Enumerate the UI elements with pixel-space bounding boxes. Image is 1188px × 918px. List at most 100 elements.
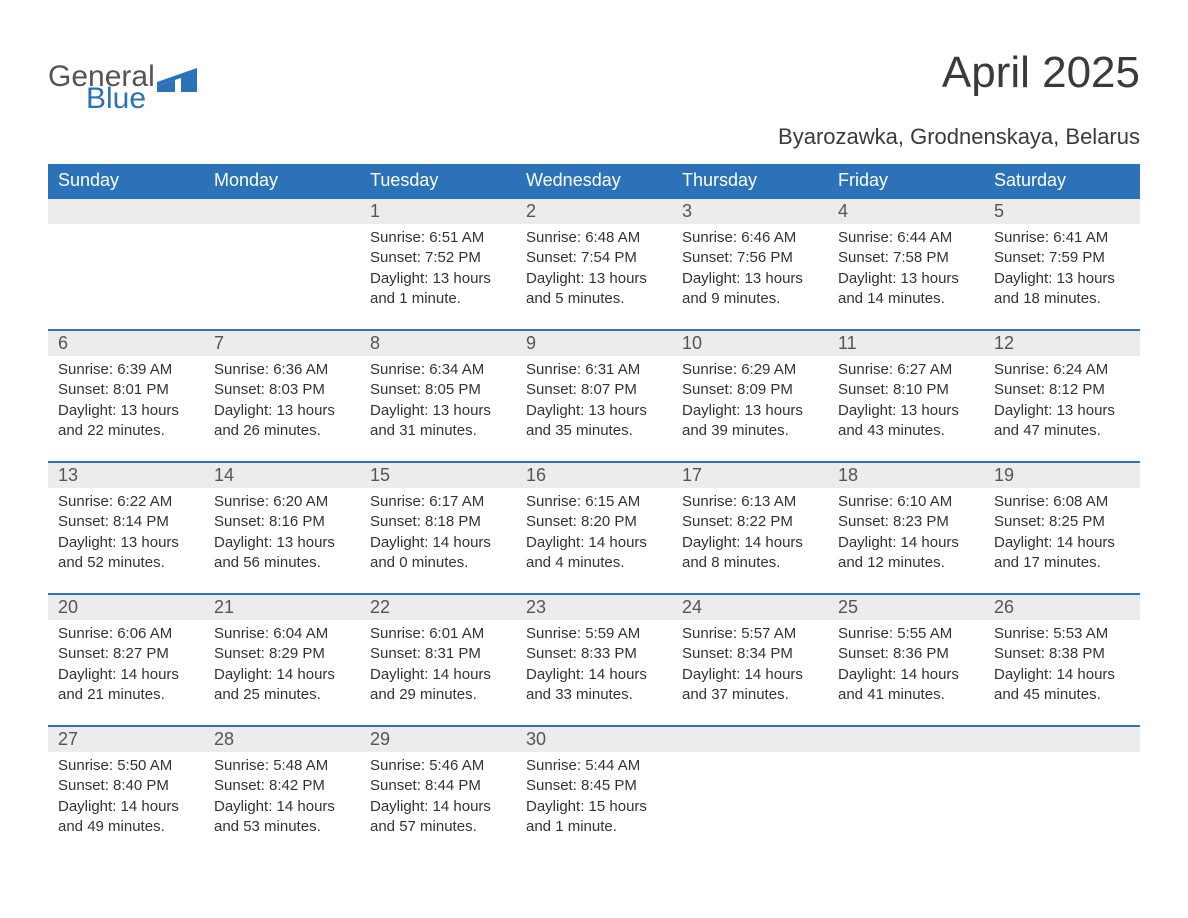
day-number-cell xyxy=(48,198,204,224)
daylight-text: Daylight: 14 hours and 21 minutes. xyxy=(58,665,194,706)
day-number-cell: 22 xyxy=(360,594,516,620)
daylight-text: Daylight: 14 hours and 0 minutes. xyxy=(370,533,506,574)
day-content-cell: Sunrise: 6:39 AMSunset: 8:01 PMDaylight:… xyxy=(48,356,204,462)
sunset-text: Sunset: 8:22 PM xyxy=(682,512,818,532)
sunset-text: Sunset: 8:27 PM xyxy=(58,644,194,664)
day-content-row: Sunrise: 6:51 AMSunset: 7:52 PMDaylight:… xyxy=(48,224,1140,330)
daylight-text: Daylight: 13 hours and 26 minutes. xyxy=(214,401,350,442)
day-content-cell: Sunrise: 5:48 AMSunset: 8:42 PMDaylight:… xyxy=(204,752,360,857)
sunrise-text: Sunrise: 5:57 AM xyxy=(682,624,818,644)
logo-word-2: Blue xyxy=(86,84,197,114)
daylight-text: Daylight: 13 hours and 18 minutes. xyxy=(994,269,1130,310)
sunset-text: Sunset: 8:29 PM xyxy=(214,644,350,664)
sunset-text: Sunset: 7:54 PM xyxy=(526,248,662,268)
day-content-cell: Sunrise: 6:51 AMSunset: 7:52 PMDaylight:… xyxy=(360,224,516,330)
logo: General Blue xyxy=(48,62,197,114)
sunrise-text: Sunrise: 6:01 AM xyxy=(370,624,506,644)
daylight-text: Daylight: 13 hours and 5 minutes. xyxy=(526,269,662,310)
day-content-cell: Sunrise: 6:13 AMSunset: 8:22 PMDaylight:… xyxy=(672,488,828,594)
day-number-cell: 30 xyxy=(516,726,672,752)
day-content-row: Sunrise: 5:50 AMSunset: 8:40 PMDaylight:… xyxy=(48,752,1140,857)
page-header: General Blue April 2025 xyxy=(48,48,1140,114)
weekday-header: Wednesday xyxy=(516,164,672,198)
daylight-text: Daylight: 14 hours and 8 minutes. xyxy=(682,533,818,574)
sunset-text: Sunset: 8:09 PM xyxy=(682,380,818,400)
weekday-header: Tuesday xyxy=(360,164,516,198)
sunrise-text: Sunrise: 6:08 AM xyxy=(994,492,1130,512)
day-number-cell: 10 xyxy=(672,330,828,356)
daylight-text: Daylight: 14 hours and 37 minutes. xyxy=(682,665,818,706)
sunset-text: Sunset: 8:05 PM xyxy=(370,380,506,400)
sunrise-text: Sunrise: 6:39 AM xyxy=(58,360,194,380)
day-number-cell: 15 xyxy=(360,462,516,488)
day-content-cell: Sunrise: 6:36 AMSunset: 8:03 PMDaylight:… xyxy=(204,356,360,462)
day-content-cell: Sunrise: 6:44 AMSunset: 7:58 PMDaylight:… xyxy=(828,224,984,330)
sunrise-text: Sunrise: 5:48 AM xyxy=(214,756,350,776)
page-title: April 2025 xyxy=(942,48,1140,98)
day-content-cell: Sunrise: 6:22 AMSunset: 8:14 PMDaylight:… xyxy=(48,488,204,594)
weekday-header-row: Sunday Monday Tuesday Wednesday Thursday… xyxy=(48,164,1140,198)
day-content-cell: Sunrise: 5:53 AMSunset: 8:38 PMDaylight:… xyxy=(984,620,1140,726)
day-content-cell: Sunrise: 5:46 AMSunset: 8:44 PMDaylight:… xyxy=(360,752,516,857)
day-number-cell xyxy=(828,726,984,752)
daylight-text: Daylight: 14 hours and 17 minutes. xyxy=(994,533,1130,574)
day-number-cell: 16 xyxy=(516,462,672,488)
day-number-cell: 21 xyxy=(204,594,360,620)
sunrise-text: Sunrise: 6:06 AM xyxy=(58,624,194,644)
daylight-text: Daylight: 14 hours and 53 minutes. xyxy=(214,797,350,838)
day-number-cell: 13 xyxy=(48,462,204,488)
daylight-text: Daylight: 13 hours and 52 minutes. xyxy=(58,533,194,574)
day-number-row: 6789101112 xyxy=(48,330,1140,356)
daylight-text: Daylight: 14 hours and 33 minutes. xyxy=(526,665,662,706)
day-content-cell xyxy=(984,752,1140,857)
daylight-text: Daylight: 13 hours and 14 minutes. xyxy=(838,269,974,310)
day-number-cell: 11 xyxy=(828,330,984,356)
sunrise-text: Sunrise: 6:22 AM xyxy=(58,492,194,512)
sunrise-text: Sunrise: 6:46 AM xyxy=(682,228,818,248)
daylight-text: Daylight: 13 hours and 22 minutes. xyxy=(58,401,194,442)
calendar-body: 12345Sunrise: 6:51 AMSunset: 7:52 PMDayl… xyxy=(48,198,1140,857)
weekday-header: Thursday xyxy=(672,164,828,198)
day-number-cell xyxy=(204,198,360,224)
page-subtitle: Byarozawka, Grodnenskaya, Belarus xyxy=(48,124,1140,150)
daylight-text: Daylight: 13 hours and 9 minutes. xyxy=(682,269,818,310)
day-number-cell: 26 xyxy=(984,594,1140,620)
day-number-cell: 14 xyxy=(204,462,360,488)
daylight-text: Daylight: 14 hours and 4 minutes. xyxy=(526,533,662,574)
sunrise-text: Sunrise: 5:53 AM xyxy=(994,624,1130,644)
sunset-text: Sunset: 8:45 PM xyxy=(526,776,662,796)
sunrise-text: Sunrise: 6:34 AM xyxy=(370,360,506,380)
day-content-row: Sunrise: 6:22 AMSunset: 8:14 PMDaylight:… xyxy=(48,488,1140,594)
sunset-text: Sunset: 8:18 PM xyxy=(370,512,506,532)
sunrise-text: Sunrise: 6:44 AM xyxy=(838,228,974,248)
daylight-text: Daylight: 14 hours and 25 minutes. xyxy=(214,665,350,706)
calendar-table: Sunday Monday Tuesday Wednesday Thursday… xyxy=(48,164,1140,857)
day-content-cell: Sunrise: 6:27 AMSunset: 8:10 PMDaylight:… xyxy=(828,356,984,462)
day-content-cell xyxy=(828,752,984,857)
day-content-cell: Sunrise: 6:17 AMSunset: 8:18 PMDaylight:… xyxy=(360,488,516,594)
daylight-text: Daylight: 13 hours and 39 minutes. xyxy=(682,401,818,442)
day-number-row: 20212223242526 xyxy=(48,594,1140,620)
sunrise-text: Sunrise: 6:15 AM xyxy=(526,492,662,512)
day-content-cell: Sunrise: 5:55 AMSunset: 8:36 PMDaylight:… xyxy=(828,620,984,726)
day-number-row: 27282930 xyxy=(48,726,1140,752)
day-number-cell: 5 xyxy=(984,198,1140,224)
daylight-text: Daylight: 14 hours and 41 minutes. xyxy=(838,665,974,706)
day-number-cell: 1 xyxy=(360,198,516,224)
sunset-text: Sunset: 7:58 PM xyxy=(838,248,974,268)
sunset-text: Sunset: 8:03 PM xyxy=(214,380,350,400)
day-number-cell: 9 xyxy=(516,330,672,356)
day-content-cell: Sunrise: 5:44 AMSunset: 8:45 PMDaylight:… xyxy=(516,752,672,857)
day-content-cell: Sunrise: 6:41 AMSunset: 7:59 PMDaylight:… xyxy=(984,224,1140,330)
day-content-cell: Sunrise: 6:06 AMSunset: 8:27 PMDaylight:… xyxy=(48,620,204,726)
day-number-cell xyxy=(672,726,828,752)
sunrise-text: Sunrise: 6:48 AM xyxy=(526,228,662,248)
day-number-cell: 18 xyxy=(828,462,984,488)
day-number-cell: 6 xyxy=(48,330,204,356)
day-content-cell: Sunrise: 6:08 AMSunset: 8:25 PMDaylight:… xyxy=(984,488,1140,594)
day-number-cell: 8 xyxy=(360,330,516,356)
sunrise-text: Sunrise: 6:51 AM xyxy=(370,228,506,248)
sunset-text: Sunset: 8:36 PM xyxy=(838,644,974,664)
day-number-cell xyxy=(984,726,1140,752)
sunset-text: Sunset: 8:20 PM xyxy=(526,512,662,532)
